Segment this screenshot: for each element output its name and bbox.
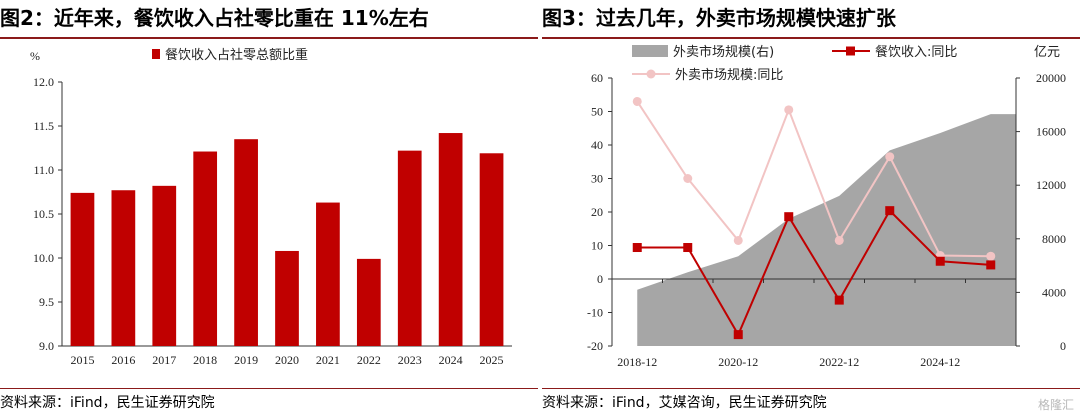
- legend-swatch: [152, 49, 160, 59]
- y-tick-label: 10.5: [33, 207, 54, 221]
- bar-2018: [193, 151, 218, 346]
- left-y-tick-label: 50: [591, 105, 603, 119]
- right-y-tick-label: 16000: [1036, 125, 1066, 139]
- x-tick-label: 2023: [398, 353, 422, 367]
- bar-2024: [438, 133, 463, 346]
- left-source-note: 资料来源：iFind，民生证券研究院: [0, 395, 215, 411]
- legend-label: 餐饮收入占社零总额比重: [165, 47, 308, 63]
- x-tick-label: 2021: [316, 353, 340, 367]
- bar-chart: 9.0 9.5 10.0 10.5 11.0 11.5 12.0% 2015 2016 2017 2…: [30, 47, 512, 367]
- y-tick-label: 11.5: [33, 119, 54, 133]
- bar-2016: [111, 190, 136, 346]
- x-tick-label: 2024: [439, 353, 463, 367]
- point-catering-yoy-2024-12: [935, 256, 945, 266]
- left-y-tick-label: 0: [597, 272, 603, 286]
- legend-label-market-size: 外卖市场规模(右): [673, 44, 774, 60]
- bar-2019: [234, 139, 258, 346]
- bar-2025: [479, 153, 504, 346]
- point-market-size-yoy-2018-12: [632, 96, 642, 106]
- point-catering-yoy-2022-12: [834, 295, 844, 305]
- y-tick-label: 12.0: [33, 75, 54, 89]
- legend-label-market-size-yoy: 外卖市场规模:同比: [675, 67, 783, 83]
- left-y-tick-label: -10: [587, 306, 603, 320]
- point-catering-yoy-2023-12: [885, 206, 895, 216]
- left-source-rule: [0, 388, 538, 389]
- x-tick-label: 2025: [480, 353, 504, 367]
- right-source-note: 资料来源：iFind，艾媒咨询，民生证券研究院: [542, 395, 827, 411]
- left-y-tick-label: -20: [587, 339, 603, 353]
- legend-swatch-market-size: [632, 45, 668, 57]
- series-area-market-size: [637, 114, 1016, 347]
- point-market-size-yoy-2020-12: [733, 235, 743, 245]
- x-tick-label: 2020: [275, 353, 299, 367]
- bar-2022: [356, 258, 381, 346]
- point-market-size-yoy-2023-12: [885, 152, 895, 162]
- bar-2017: [152, 185, 177, 346]
- point-market-size-yoy-2021-12: [784, 105, 794, 115]
- combo-chart: -20 -10 0 10 20 30 40 50 60 0 4000 8000 12000 16000 20…: [587, 44, 1066, 369]
- left-figure-panel: 图2：近年来，餐饮收入占社零比重在 11%左右 9.0 9.5 10.0 10.5 11…: [0, 0, 538, 415]
- right-y-tick-label: 20000: [1036, 71, 1066, 85]
- x-tick-label: 2016: [111, 353, 135, 367]
- y-tick-label: 11.0: [33, 163, 54, 177]
- right-title-rule: [542, 37, 1080, 39]
- right-y-tick-label: 4000: [1042, 285, 1066, 299]
- left-figure-title: 图2：近年来，餐饮收入占社零比重在 11%左右: [0, 6, 429, 30]
- legend-marker-catering-yoy: [846, 46, 855, 56]
- left-y-tick-label: 60: [591, 71, 603, 85]
- left-y-tick-label: 40: [591, 138, 603, 152]
- point-catering-yoy-2020-12: [733, 330, 743, 340]
- point-catering-yoy-2021-12: [784, 212, 794, 222]
- x-tick-label: 2020-12: [718, 355, 758, 369]
- point-market-size-yoy-2025-12: [986, 251, 996, 261]
- point-catering-yoy-2018-12: [632, 243, 642, 253]
- left-y-tick-label: 10: [591, 239, 603, 253]
- right-y-tick-label: 8000: [1042, 232, 1066, 246]
- x-tick-label: 2022: [357, 353, 381, 367]
- right-y-axis-unit: 亿元: [1034, 45, 1060, 60]
- series-line-catering-yoy: [637, 209, 991, 337]
- x-tick-label: 2022-12: [819, 355, 859, 369]
- left-y-tick-label: 30: [591, 172, 603, 186]
- x-tick-label: 2019: [234, 353, 258, 367]
- y-axis-unit: %: [30, 49, 40, 63]
- x-tick-label: 2024-12: [920, 355, 960, 369]
- point-catering-yoy-2019-12: [683, 243, 693, 253]
- legend-label-catering-yoy: 餐饮收入:同比: [875, 44, 957, 60]
- y-tick-label: 10.0: [33, 251, 54, 265]
- x-tick-label: 2018-12: [617, 355, 657, 369]
- right-y-tick-label: 12000: [1036, 178, 1066, 192]
- bar-2020: [275, 250, 299, 346]
- point-catering-yoy-2025-12: [986, 260, 996, 270]
- left-y-tick-label: 20: [591, 205, 603, 219]
- watermark-logo: 格隆汇: [1037, 398, 1074, 412]
- right-figure-title: 图3：过去几年，外卖市场规模快速扩张: [542, 6, 896, 30]
- series-line-market-size-yoy: [636, 100, 991, 258]
- point-market-size-yoy-2019-12: [683, 174, 693, 183]
- bar-2015: [70, 192, 95, 346]
- point-market-size-yoy-2022-12: [834, 235, 844, 245]
- y-tick-label: 9.5: [39, 295, 54, 309]
- right-figure-panel: 图3：过去几年，外卖市场规模快速扩张 -20 -10 0 10 20 30 40 50 60 0 4…: [542, 0, 1080, 415]
- legend-marker-market-size-yoy: [646, 69, 656, 79]
- right-source-rule: [542, 388, 1080, 389]
- x-tick-label: 2017: [152, 353, 176, 367]
- x-tick-label: 2015: [70, 353, 94, 367]
- bar-2023: [397, 150, 422, 346]
- right-y-tick-label: 0: [1060, 339, 1066, 353]
- bar-2021: [316, 202, 340, 346]
- y-tick-label: 9.0: [39, 339, 54, 353]
- left-title-rule: [0, 37, 538, 39]
- x-tick-label: 2018: [193, 353, 217, 367]
